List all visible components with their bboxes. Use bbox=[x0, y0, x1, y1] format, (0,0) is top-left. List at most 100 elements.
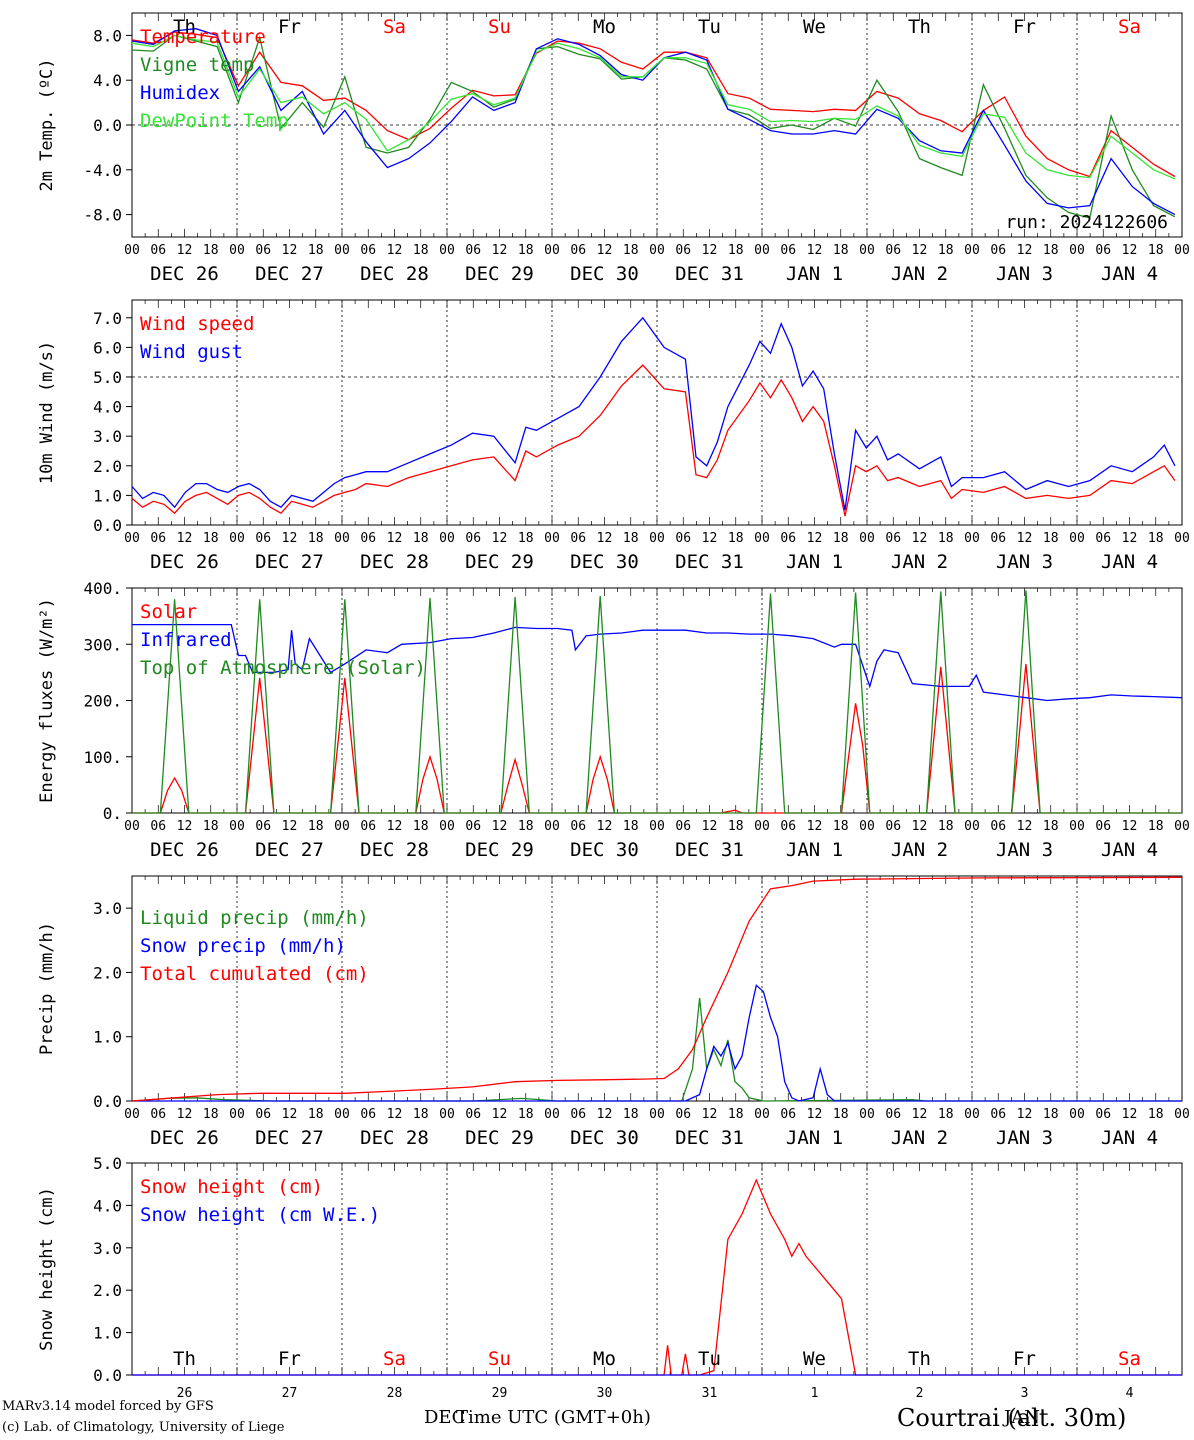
y-tick-label: 2.0 bbox=[93, 963, 122, 982]
hour-tick-label: 00 bbox=[124, 819, 140, 834]
hour-tick-label: 18 bbox=[833, 1107, 849, 1122]
hour-tick-label: 00 bbox=[964, 531, 980, 546]
date-label: JAN 3 bbox=[996, 839, 1053, 861]
hour-tick-label: 12 bbox=[177, 531, 193, 546]
hour-tick-label: 06 bbox=[780, 243, 796, 258]
date-label: DEC 31 bbox=[675, 1127, 744, 1149]
hour-tick-label: 00 bbox=[754, 531, 770, 546]
hour-tick-label: 06 bbox=[570, 1107, 586, 1122]
y-tick-label: -8.0 bbox=[83, 206, 122, 225]
date-label: JAN 3 bbox=[996, 551, 1053, 573]
panel-4: 0.0 1.0 2.0 3.0 Precip (mm/h) Liquid precip (… bbox=[37, 875, 1190, 1149]
hour-tick-label: 06 bbox=[675, 819, 691, 834]
hour-tick-label: 00 bbox=[1069, 531, 1085, 546]
y-tick-label: 4.0 bbox=[93, 71, 122, 90]
hour-tick-label: 18 bbox=[623, 531, 639, 546]
hour-tick-label: 00 bbox=[124, 531, 140, 546]
date-label: DEC 29 bbox=[465, 1127, 534, 1149]
day-name-label: Fr bbox=[278, 16, 301, 38]
hour-tick-label: 12 bbox=[1122, 243, 1138, 258]
hour-tick-label: 12 bbox=[597, 819, 613, 834]
date-label: JAN 2 bbox=[891, 551, 948, 573]
hour-tick-label: 18 bbox=[938, 1107, 954, 1122]
hour-tick-label: 00 bbox=[1069, 243, 1085, 258]
date-label: JAN 4 bbox=[1101, 1127, 1158, 1149]
y-tick-label: 3.0 bbox=[93, 427, 122, 446]
hour-tick-label: 18 bbox=[203, 819, 219, 834]
hour-tick-label: 12 bbox=[702, 819, 718, 834]
hour-tick-label: 06 bbox=[255, 243, 271, 258]
hour-tick-label: 06 bbox=[360, 531, 376, 546]
y-tick-label: 400. bbox=[83, 579, 122, 598]
hour-tick-label: 12 bbox=[807, 819, 823, 834]
hour-tick-label: 06 bbox=[465, 1107, 481, 1122]
legend-entry: Top of Atmosphere (Solar) bbox=[140, 657, 426, 679]
day-name-label: Su bbox=[488, 1348, 511, 1370]
series-line-top-of-atmosphere-solar- bbox=[132, 590, 1182, 814]
hour-tick-label: 18 bbox=[1148, 1107, 1164, 1122]
hour-tick-label: 00 bbox=[859, 531, 875, 546]
day-number-label: 26 bbox=[177, 1386, 193, 1401]
hour-tick-label: 12 bbox=[807, 531, 823, 546]
date-label: JAN 2 bbox=[891, 263, 948, 285]
y-tick-label: 3.0 bbox=[93, 1239, 122, 1258]
date-label: DEC 26 bbox=[150, 839, 219, 861]
day-name-label: Sa bbox=[383, 1348, 406, 1370]
hour-tick-label: 12 bbox=[177, 243, 193, 258]
hour-tick-label: 12 bbox=[807, 243, 823, 258]
hour-tick-label: 18 bbox=[833, 819, 849, 834]
hour-tick-label: 12 bbox=[492, 1107, 508, 1122]
hour-tick-label: 12 bbox=[597, 1107, 613, 1122]
hour-tick-label: 12 bbox=[1122, 1107, 1138, 1122]
day-number-label: 27 bbox=[282, 1386, 298, 1401]
y-tick-label: 6.0 bbox=[93, 338, 122, 357]
date-label: DEC 26 bbox=[150, 551, 219, 573]
date-label: JAN 4 bbox=[1101, 263, 1158, 285]
hour-tick-label: 12 bbox=[912, 531, 928, 546]
day-number-label: 31 bbox=[702, 1386, 718, 1401]
y-tick-label: 8.0 bbox=[93, 26, 122, 45]
hour-tick-label: 18 bbox=[413, 819, 429, 834]
hour-tick-label: 00 bbox=[229, 1107, 245, 1122]
x-axis-label: Time UTC (GMT+0h) bbox=[456, 1407, 651, 1428]
day-number-label: 28 bbox=[387, 1386, 403, 1401]
day-number-label: 2 bbox=[916, 1386, 924, 1401]
day-name-label: Tu bbox=[698, 1348, 721, 1370]
hour-tick-label: 18 bbox=[728, 1107, 744, 1122]
hour-tick-label: 18 bbox=[1148, 819, 1164, 834]
hour-tick-label: 06 bbox=[465, 243, 481, 258]
hour-tick-label: 12 bbox=[282, 819, 298, 834]
date-label: JAN 1 bbox=[786, 263, 843, 285]
date-label: JAN 4 bbox=[1101, 839, 1158, 861]
y-axis-title: 10m Wind (m/s) bbox=[37, 341, 57, 484]
day-number-label: 4 bbox=[1126, 1386, 1134, 1401]
hour-tick-label: 06 bbox=[990, 243, 1006, 258]
hour-tick-label: 00 bbox=[859, 243, 875, 258]
hour-tick-label: 00 bbox=[544, 531, 560, 546]
hour-tick-label: 18 bbox=[203, 531, 219, 546]
legend-entry: Humidex bbox=[140, 82, 220, 104]
hour-tick-label: 12 bbox=[702, 243, 718, 258]
hour-tick-label: 12 bbox=[387, 243, 403, 258]
hour-tick-label: 12 bbox=[1017, 243, 1033, 258]
date-label: DEC 26 bbox=[150, 263, 219, 285]
hour-tick-label: 06 bbox=[675, 243, 691, 258]
series-line-liquid-precip-mm-h- bbox=[131, 998, 1182, 1102]
date-label: DEC 30 bbox=[570, 1127, 639, 1149]
hour-tick-label: 06 bbox=[990, 819, 1006, 834]
series-line-wind-gust bbox=[131, 316, 1176, 511]
y-tick-label: 5.0 bbox=[93, 368, 122, 387]
day-name-label: Sa bbox=[1118, 1348, 1141, 1370]
station-label: Courtrai (alt. 30m) bbox=[897, 1404, 1126, 1432]
hour-tick-label: 18 bbox=[203, 243, 219, 258]
hour-tick-label: 12 bbox=[912, 1107, 928, 1122]
date-label: JAN 1 bbox=[786, 1127, 843, 1149]
hour-tick-label: 00 bbox=[334, 819, 350, 834]
hour-tick-label: 06 bbox=[465, 819, 481, 834]
y-tick-label: 300. bbox=[83, 635, 122, 654]
series-line-dewpoint-temp bbox=[131, 34, 1176, 180]
date-label: DEC 26 bbox=[150, 1127, 219, 1149]
hour-tick-label: 12 bbox=[282, 1107, 298, 1122]
hour-tick-label: 06 bbox=[465, 531, 481, 546]
legend-entry: Total cumulated (cm) bbox=[140, 963, 369, 985]
